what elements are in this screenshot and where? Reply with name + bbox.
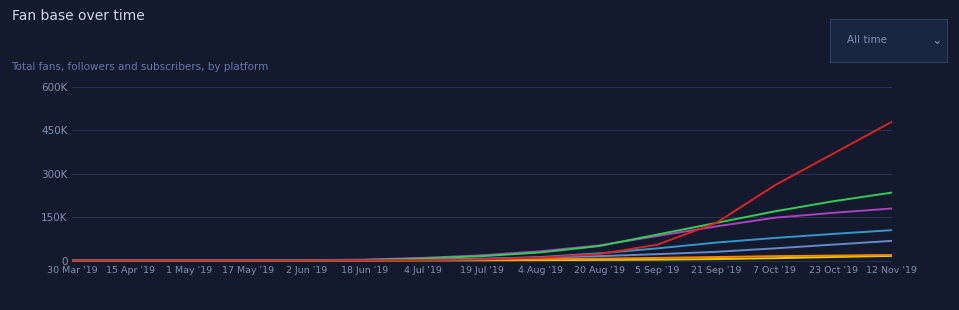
Text: ⌄: ⌄ [932, 34, 943, 47]
Text: All time: All time [847, 35, 887, 45]
Text: Fan base over time: Fan base over time [12, 9, 144, 23]
Text: Total fans, followers and subscribers, by platform: Total fans, followers and subscribers, b… [12, 62, 269, 72]
